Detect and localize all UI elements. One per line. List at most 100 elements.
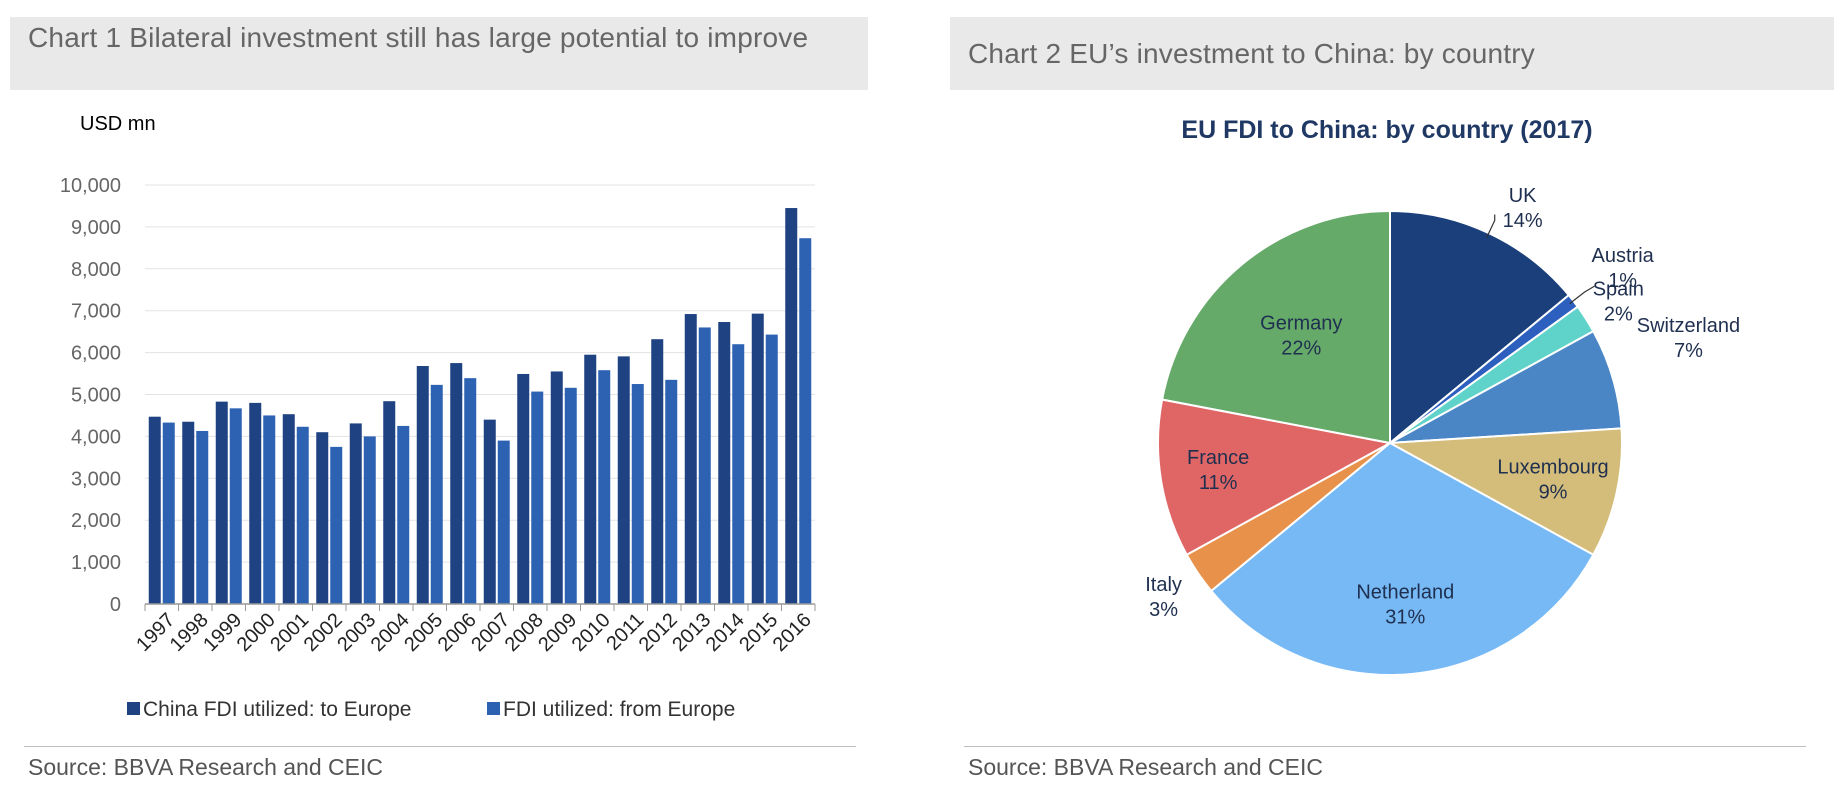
bar-2016-series-2 — [799, 238, 812, 604]
bar-2016-series-1 — [785, 208, 798, 605]
bar-2008-series-2 — [531, 391, 544, 604]
bar-2010-series-2 — [598, 370, 611, 604]
x-tick-label: 1999 — [199, 609, 246, 656]
chart1-heading: Chart 1 Bilateral investment still has l… — [10, 17, 868, 90]
bar-1998-series-1 — [182, 421, 195, 604]
bar-2011-series-2 — [631, 384, 644, 604]
pie-pct-luxembourg: 9% — [1539, 481, 1568, 503]
pie-pct-spain: 2% — [1604, 303, 1633, 325]
x-tick-label: 2002 — [300, 609, 347, 656]
pie-slices — [1157, 209, 1623, 676]
bar-2005-series-2 — [430, 384, 443, 604]
pie-label-switzerland: Switzerland — [1637, 315, 1740, 337]
pie-label-austria: Austria — [1592, 245, 1655, 267]
pie-label-italy: Italy — [1145, 574, 1182, 596]
leader-line-austria — [1569, 285, 1595, 305]
bar-2012-series-1 — [651, 339, 664, 604]
x-tick-label: 2008 — [501, 609, 548, 656]
chart2-source-divider — [964, 746, 1806, 747]
y-tick-label: 1,000 — [71, 552, 121, 574]
x-tick-label: 2003 — [333, 609, 380, 656]
chart1-panel: Chart 1 Bilateral investment still has l… — [0, 0, 880, 788]
bar-2003-series-1 — [349, 423, 362, 604]
x-tick-label: 2013 — [668, 609, 715, 656]
pie-pct-switzerland: 7% — [1674, 340, 1703, 362]
bar-1998-series-2 — [196, 430, 209, 604]
bar-2012-series-2 — [665, 379, 678, 604]
pie-slice-france — [1157, 398, 1393, 557]
x-tick-label: 2005 — [400, 609, 447, 656]
bar-2000-series-2 — [263, 415, 276, 604]
x-tick-label: 1998 — [166, 609, 213, 656]
legend-label-series-2: FDI utilized: from Europe — [503, 698, 735, 721]
pie-slice-switzerland — [1389, 329, 1623, 444]
bar-1997-series-2 — [162, 422, 175, 604]
x-tick-label: 2010 — [568, 609, 615, 656]
x-tick-label: 1997 — [132, 609, 179, 656]
bar-2007-series-1 — [483, 419, 496, 604]
pie-pct-uk: 14% — [1503, 210, 1543, 232]
pie-label-france: France — [1187, 447, 1249, 469]
chart1-source-divider — [24, 746, 856, 747]
unit-label: USD mn — [80, 113, 156, 135]
x-tick-label: 2007 — [467, 609, 514, 656]
x-tick-label: 2015 — [735, 609, 782, 656]
pie-slice-luxembourg — [1386, 427, 1623, 557]
legend-label-series-1: China FDI utilized: to Europe — [143, 698, 411, 721]
bar-2010-series-1 — [584, 354, 597, 604]
bar-2009-series-1 — [550, 371, 563, 604]
y-tick-label: 8,000 — [71, 259, 121, 281]
bar-2014-series-2 — [732, 344, 745, 604]
bar-1997-series-1 — [148, 416, 161, 604]
pie-pct-austria: 1% — [1608, 270, 1637, 292]
bar-1999-series-2 — [229, 408, 242, 604]
y-tick-label: 2,000 — [71, 510, 121, 532]
leader-line-uk — [1486, 214, 1496, 238]
bar-2011-series-1 — [617, 356, 630, 604]
legend-swatch-series-2 — [487, 702, 500, 715]
chart2-heading: Chart 2 EU’s investment to China: by cou… — [950, 17, 1834, 90]
bar-2003-series-2 — [363, 436, 376, 604]
bar-2000-series-1 — [249, 402, 262, 604]
y-tick-label: 10,000 — [60, 175, 121, 197]
bar-2004-series-2 — [397, 425, 410, 604]
bar-2007-series-2 — [497, 440, 510, 604]
x-tick-label: 2009 — [534, 609, 581, 656]
bar-2002-series-2 — [330, 446, 343, 604]
x-tick-label: 2001 — [266, 609, 313, 656]
bar-2005-series-1 — [416, 366, 429, 604]
x-tick-label: 2006 — [434, 609, 481, 656]
bar-2004-series-1 — [383, 401, 396, 604]
y-tick-label: 9,000 — [71, 217, 121, 239]
bar-chart: USD mn 0 1,000 2,000 3,000 4,000 5,000 6,000 7,0… — [60, 113, 816, 721]
pie-label-spain: Spain — [1593, 278, 1644, 300]
pie-label-netherland: Netherland — [1356, 582, 1454, 604]
bar-2015-series-2 — [765, 334, 778, 604]
bars — [148, 208, 812, 605]
x-tick-label: 2014 — [702, 609, 749, 656]
pie-pct-france: 11% — [1199, 472, 1238, 494]
pie-label-uk: UK — [1509, 185, 1537, 207]
y-tick-label: 7,000 — [71, 301, 121, 323]
y-tick-label: 3,000 — [71, 468, 121, 490]
bar-2015-series-1 — [751, 313, 764, 604]
chart2-panel: Chart 2 EU’s investment to China: by cou… — [940, 0, 1840, 788]
pie-label-germany: Germany — [1260, 313, 1342, 335]
bar-2001-series-2 — [296, 426, 309, 604]
x-tick-label: 2012 — [635, 609, 682, 656]
x-tick-label: 2016 — [769, 609, 816, 656]
chart2-source: Source: BBVA Research and CEIC — [968, 754, 1323, 780]
x-tick-label: 2000 — [233, 609, 280, 656]
y-tick-label: 6,000 — [71, 343, 121, 365]
pie-chart: EU FDI to China: by country (2017) UK 14% A… — [1145, 116, 1740, 676]
bar-2001-series-1 — [282, 414, 295, 604]
legend-swatch-series-1 — [127, 702, 140, 715]
bar-2014-series-1 — [718, 322, 731, 604]
pie-pct-italy: 3% — [1149, 599, 1178, 621]
bar-1999-series-1 — [215, 401, 228, 604]
bar-2002-series-1 — [316, 432, 329, 604]
pie-label-luxembourg: Luxembourg — [1497, 456, 1608, 478]
pie-slice-germany — [1160, 209, 1391, 445]
pie-pct-netherland: 31% — [1385, 607, 1425, 629]
bar-2009-series-2 — [564, 387, 577, 604]
